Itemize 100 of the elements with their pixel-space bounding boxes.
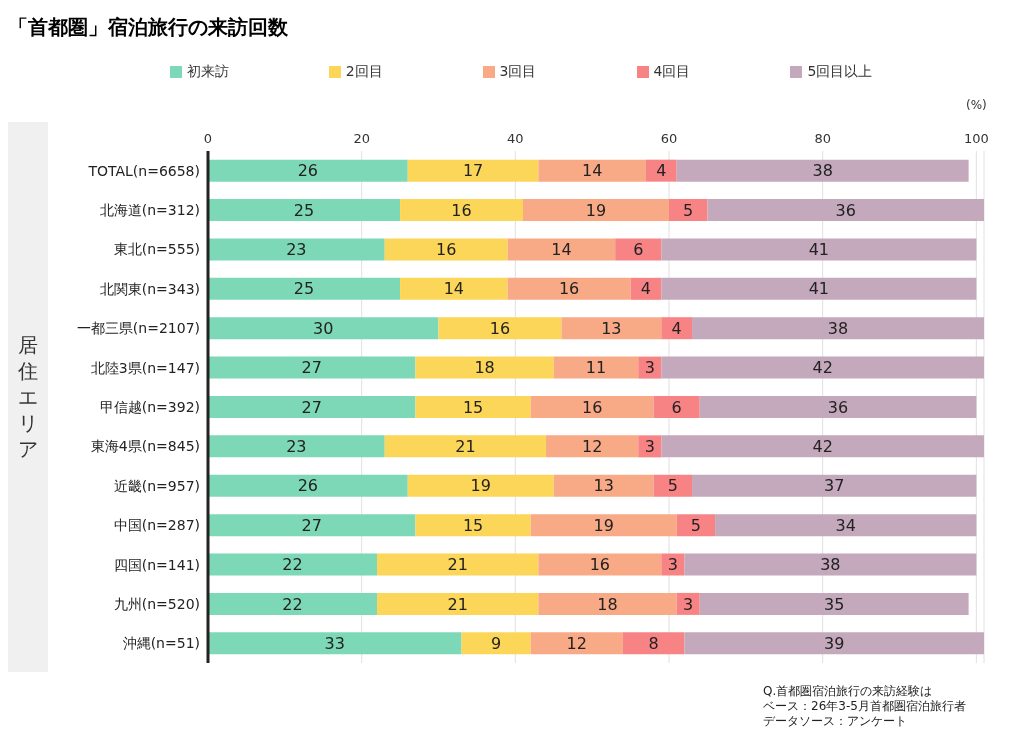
- data-label: 34: [835, 515, 856, 535]
- x-tick-label: 60: [660, 131, 678, 146]
- bar: [699, 395, 977, 418]
- y-tick-label: 東海4県(n=845): [90, 438, 200, 455]
- data-label: 21: [447, 594, 468, 614]
- bar: [661, 277, 977, 300]
- data-label: 26: [297, 476, 319, 496]
- data-label: 33: [324, 633, 345, 653]
- data-label: 13: [593, 476, 614, 496]
- legend-label: 5回目以上: [806, 63, 873, 81]
- data-label: 16: [589, 555, 611, 575]
- bar: [553, 356, 639, 379]
- data-label: 22: [282, 594, 303, 614]
- text: データソース：アンケート: [763, 714, 908, 729]
- data-label: 3: [667, 555, 678, 575]
- bar: [377, 592, 539, 615]
- bar: [384, 435, 547, 458]
- bar: [692, 474, 977, 497]
- data-label: 14: [581, 161, 603, 181]
- legend-label: 2回目: [344, 63, 383, 81]
- data-label: 5: [690, 515, 701, 535]
- data-label: 35: [824, 594, 845, 614]
- data-label: 38: [827, 318, 849, 338]
- bar: [661, 435, 984, 458]
- y-tick-label: TOTAL(n=6658): [87, 162, 200, 179]
- data-label: 23: [286, 240, 307, 260]
- legend-label: 初来訪: [185, 63, 229, 81]
- y-tick-label: 北関東(n=343): [99, 280, 200, 297]
- x-axis-title: (%): [966, 98, 987, 112]
- data-label: 8: [648, 633, 659, 653]
- bar: [692, 317, 984, 340]
- data-label: 16: [558, 279, 580, 299]
- y-tick-label: 北海道(n=312): [99, 202, 200, 219]
- bar: [208, 317, 439, 340]
- data-label: 25: [293, 279, 315, 299]
- bar: [699, 592, 969, 615]
- bar: [507, 238, 616, 261]
- data-label: 16: [451, 200, 472, 220]
- data-label: 27: [301, 515, 322, 535]
- data-label: 36: [835, 200, 856, 220]
- data-label: 41: [808, 279, 829, 299]
- bar: [438, 317, 562, 340]
- y-tick-label: 四国(n=141): [113, 556, 200, 573]
- bar: [507, 277, 631, 300]
- data-label: 17: [462, 161, 484, 181]
- bar: [653, 395, 700, 418]
- bar: [208, 277, 401, 300]
- bar: [661, 238, 977, 261]
- bar: [208, 474, 408, 497]
- bar: [622, 632, 685, 655]
- bar: [530, 395, 654, 418]
- bar: [676, 514, 716, 537]
- bar: [384, 238, 508, 261]
- bar: [400, 277, 508, 300]
- bar: [538, 592, 677, 615]
- bar: [208, 238, 385, 261]
- data-label: 38: [812, 161, 833, 181]
- data-label: 27: [301, 358, 322, 378]
- bar: [461, 632, 531, 655]
- bar: [415, 356, 554, 379]
- data-label: 15: [462, 397, 484, 417]
- bar: [530, 514, 677, 537]
- data-label: 27: [301, 397, 322, 417]
- bar: [615, 238, 662, 261]
- bar: [415, 395, 531, 418]
- x-tick-label: 100: [963, 131, 989, 146]
- data-label: 21: [455, 437, 476, 457]
- data-label: 39: [824, 633, 845, 653]
- data-label: 21: [447, 555, 468, 575]
- data-label: 30: [313, 318, 334, 338]
- bar: [538, 553, 662, 576]
- y-tick-label: 九州(n=520): [113, 595, 200, 612]
- data-label: 6: [633, 240, 644, 260]
- bar: [661, 317, 693, 340]
- bar: [415, 514, 531, 537]
- bar: [407, 474, 554, 497]
- data-label: 12: [581, 437, 603, 457]
- x-tick-label: 0: [203, 131, 213, 146]
- bar: [676, 159, 969, 182]
- bar: [523, 199, 669, 222]
- bar: [707, 199, 984, 222]
- bar: [208, 592, 378, 615]
- bar: [645, 159, 677, 182]
- y-tick-label: 北陸3県(n=147): [90, 359, 200, 376]
- bar: [208, 553, 378, 576]
- data-label: 42: [812, 358, 833, 378]
- data-label: 9: [491, 633, 502, 653]
- y-axis-title: 居住エリア: [18, 332, 38, 462]
- data-label: 3: [683, 594, 694, 614]
- bar: [208, 632, 462, 655]
- bar: [208, 395, 416, 418]
- data-label: 4: [656, 161, 667, 181]
- data-label: 16: [581, 397, 603, 417]
- data-label: 5: [683, 200, 694, 220]
- x-tick-label: 20: [353, 131, 370, 146]
- bar: [407, 159, 539, 182]
- bar: [530, 632, 623, 655]
- y-tick-label: 甲信越(n=392): [99, 398, 200, 415]
- x-tick-label: 80: [814, 131, 831, 146]
- bar: [208, 356, 416, 379]
